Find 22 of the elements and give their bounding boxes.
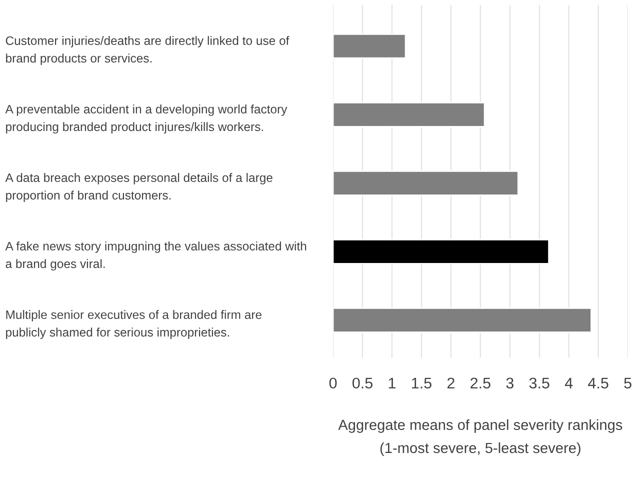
x-tick-label: 5 — [624, 378, 632, 389]
y-tick-label: A data breach exposes personal details of a large proportion of brand customers. — [5, 173, 272, 202]
x-tick-label: 4 — [564, 378, 573, 388]
y-tick-label: A preventable accident in a developing world factory producing branded product injures/kills workers. — [5, 104, 288, 134]
x-tick-label: 0.5 — [352, 378, 372, 389]
y-tick-label: Multiple senior executives of a branded firm are publicly shamed for serious improprieties. — [6, 310, 262, 340]
x-tick-label: 2 — [447, 378, 454, 388]
x-tick-label: 1.5 — [412, 378, 432, 389]
bar — [333, 170, 519, 196]
y-tick-label: Customer injuries/deaths are directly linked to use of brand products or services. — [6, 36, 290, 66]
bar — [333, 307, 592, 333]
bar — [333, 102, 486, 128]
x-tick-label: 4.5 — [588, 378, 608, 389]
x-tick-label: 0 — [329, 378, 337, 389]
bar — [333, 238, 550, 264]
x-tick-label: 1 — [388, 378, 396, 388]
x-tick-label: 3 — [506, 378, 514, 389]
y-tick-label: A fake news story impugning the values associated with a brand goes viral. — [5, 242, 306, 271]
bar — [333, 33, 406, 59]
x-axis-title: Aggregate means of panel severity rankings (1-most severe, 5-least severe) — [338, 419, 622, 456]
x-tick-label: 2.5 — [470, 378, 490, 389]
x-tick-label: 3.5 — [529, 378, 550, 389]
